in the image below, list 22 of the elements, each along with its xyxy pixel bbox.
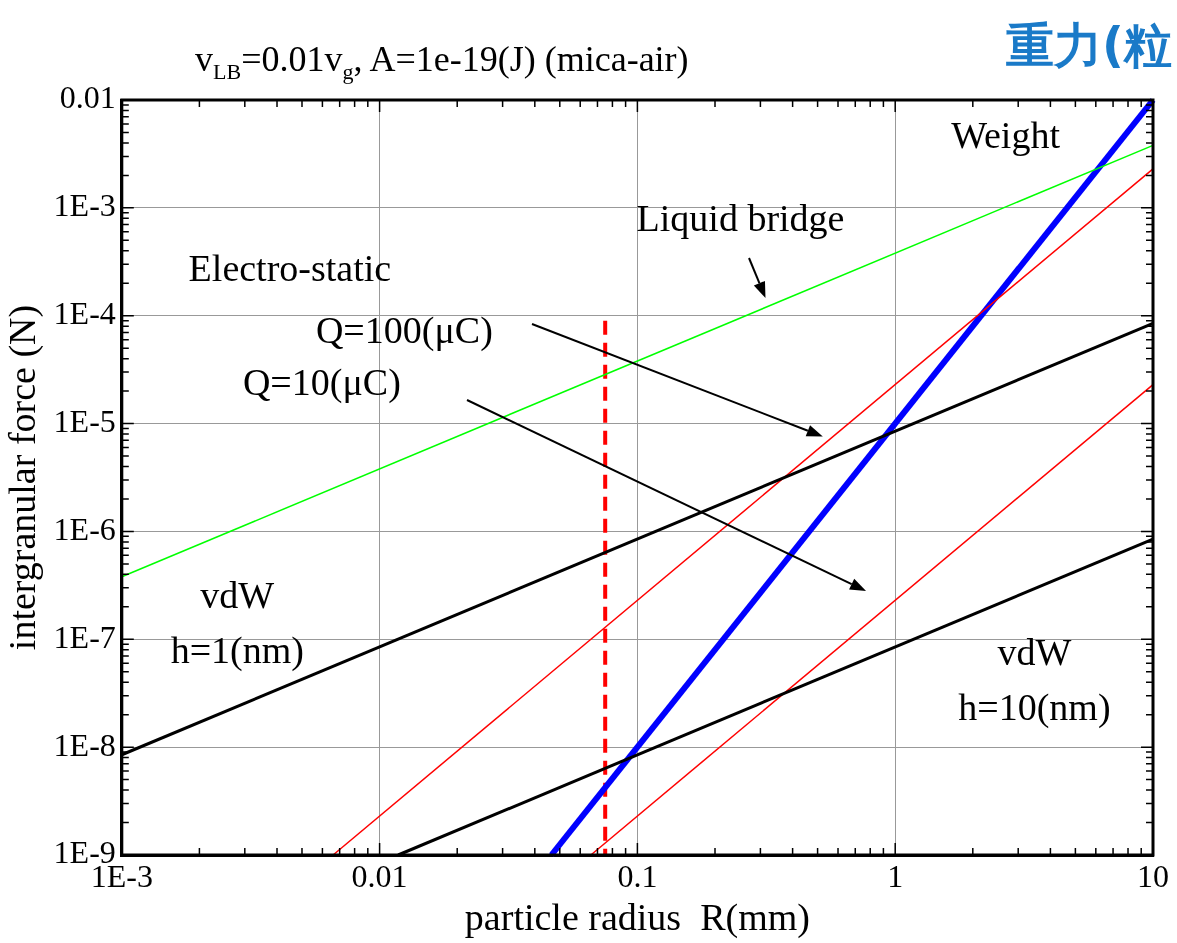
x-tick-label: 10 — [1137, 857, 1169, 894]
x-axis-title: particle radius R(mm) — [464, 896, 810, 940]
y-axis-title: intergranular force (N) — [0, 304, 44, 651]
annotation: vdW h=1(nm) — [170, 574, 304, 673]
annotation: Q=10(μC) — [242, 361, 401, 405]
annotation: Liquid bridge — [636, 196, 845, 239]
y-tick-label: 1E-8 — [53, 726, 116, 763]
annotation: Q=100(μC) — [315, 308, 493, 352]
x-tick-label: 0.1 — [617, 857, 658, 894]
y-tick-label: 1E-5 — [53, 402, 116, 439]
y-tick-label: 0.01 — [59, 79, 116, 116]
y-tick-label: 1E-6 — [53, 510, 116, 547]
x-tick-label: 1 — [887, 857, 904, 894]
y-tick-label: 1E-4 — [53, 295, 116, 332]
y-tick-label: 1E-7 — [53, 618, 116, 655]
annotation: Weight — [951, 113, 1061, 156]
annotation: vdW h=10(nm) — [958, 630, 1111, 729]
annotation: Electro-static — [188, 246, 392, 289]
y-tick-label: 1E-3 — [53, 187, 116, 224]
chart-title: v$_{LB}$=0.01v$_{g}$, A=1e-19(J) (mica-air) — [195, 38, 689, 86]
text: 重力(粒 — [1006, 17, 1172, 74]
x-tick-label: 0.01 — [351, 857, 408, 894]
